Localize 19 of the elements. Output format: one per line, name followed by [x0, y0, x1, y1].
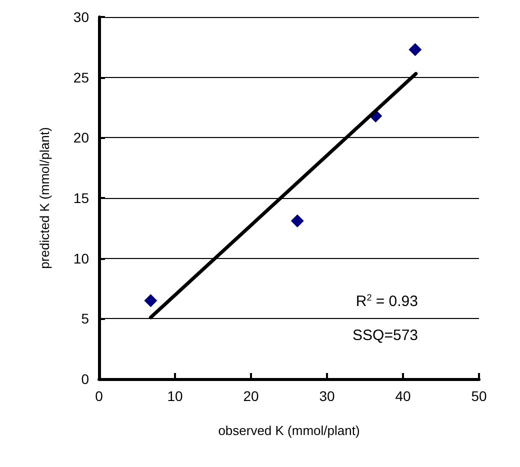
x-tick-label: 10	[167, 388, 183, 404]
x-tick-label: 30	[319, 388, 335, 404]
point	[408, 43, 422, 56]
y-tick-label: 20	[73, 130, 90, 146]
x-tick-label: 0	[95, 388, 104, 404]
point	[144, 294, 158, 308]
y-tick-label: 5	[81, 310, 90, 327]
annotation: SSQ=573	[352, 327, 418, 344]
x-axis-title: observed K (mmol/plant)	[218, 423, 360, 438]
x-tick-label: 50	[471, 388, 487, 404]
y-tick-label: 30	[73, 9, 90, 25]
x-tick-label: 40	[395, 388, 411, 404]
y-axis-title: predicted K (mmol/plant)	[37, 127, 52, 269]
point	[290, 214, 304, 228]
x-tick-label: 20	[243, 388, 259, 404]
y-tick-label: 10	[73, 250, 90, 266]
y-tick-label: 25	[73, 69, 90, 86]
y-tick-label: 0	[81, 371, 90, 387]
y-tick-label: 15	[73, 190, 90, 206]
